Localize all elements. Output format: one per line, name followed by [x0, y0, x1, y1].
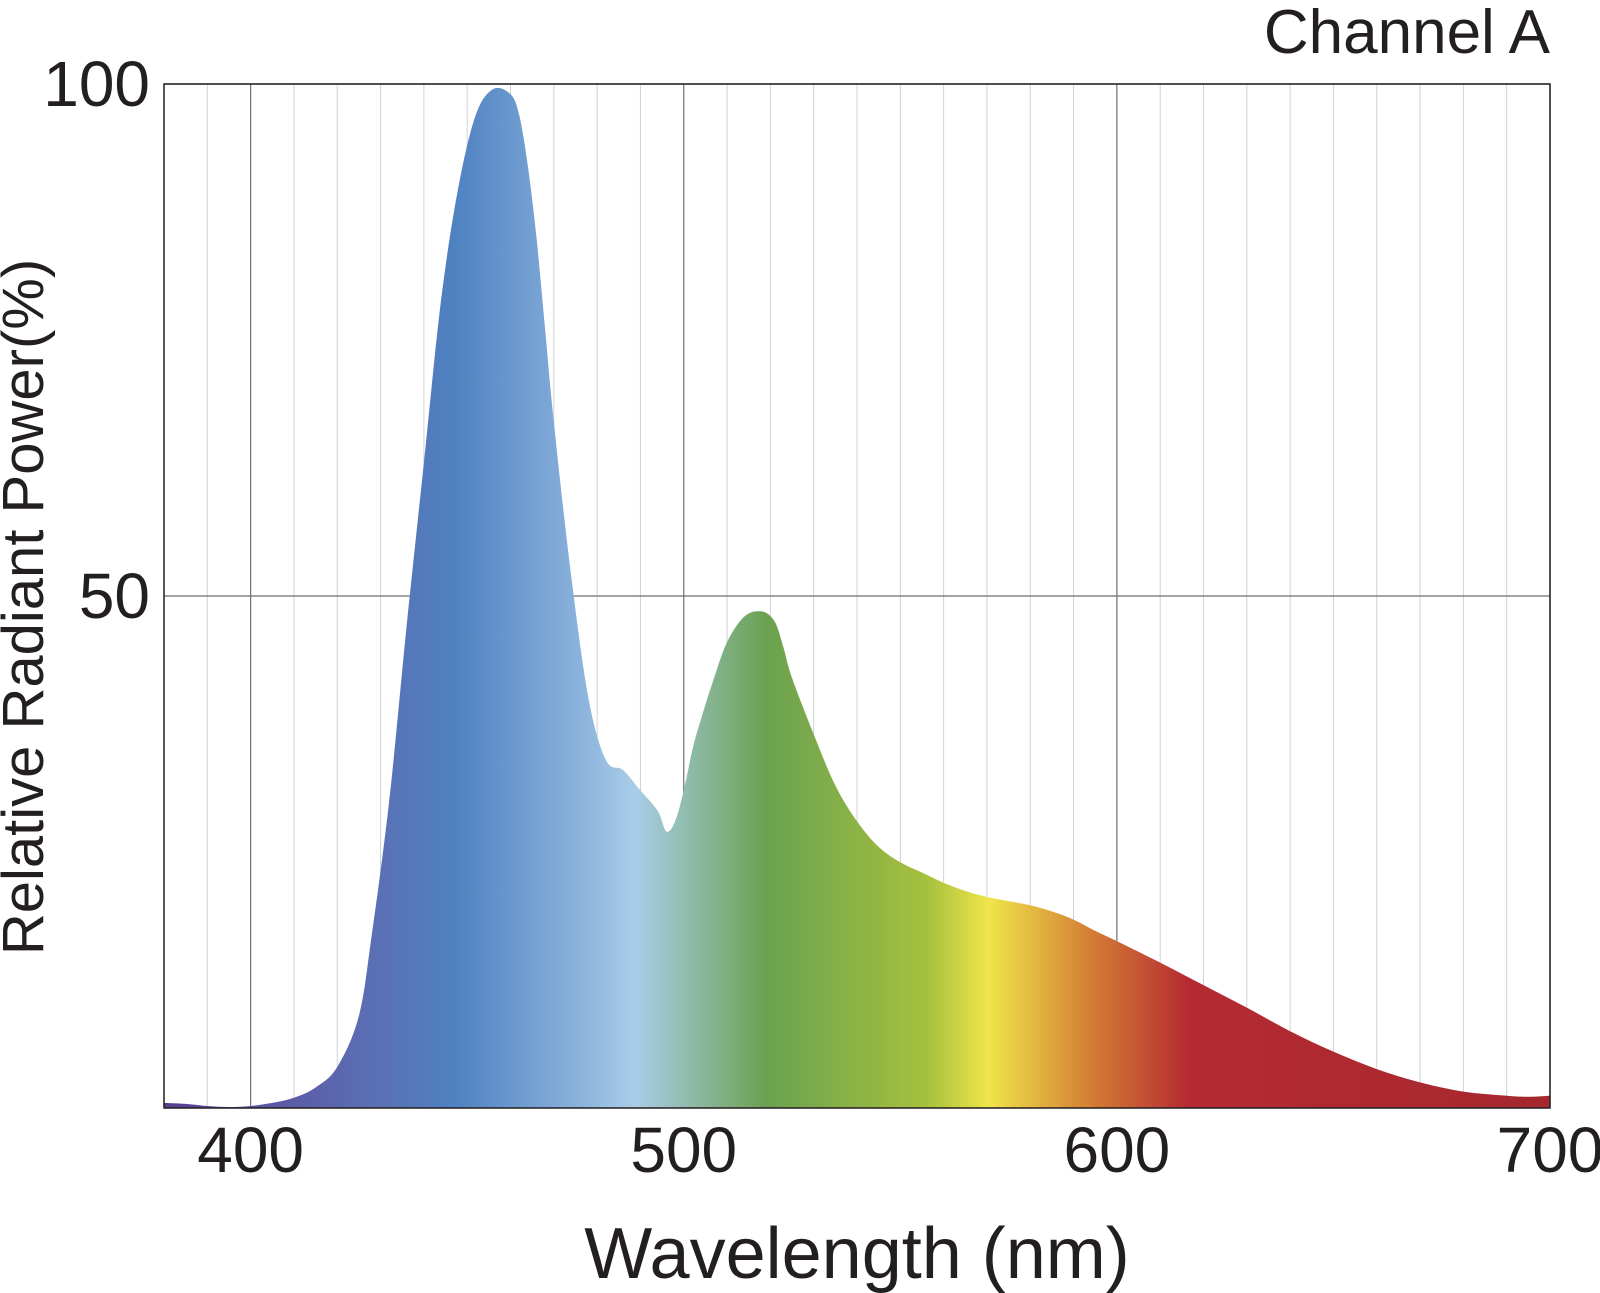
plot-frame	[163, 83, 1551, 1109]
chart-title: Channel A	[1264, 0, 1551, 67]
x-tick-label: 500	[630, 1114, 737, 1186]
x-tick-label: 600	[1063, 1114, 1170, 1186]
spectrum-area	[164, 87, 1550, 1108]
x-tick-label: 400	[197, 1114, 304, 1186]
x-tick-label: 700	[1497, 1114, 1600, 1186]
y-tick-label: 50	[79, 560, 150, 632]
y-tick-label: 100	[43, 48, 150, 120]
x-axis-title: Wavelength (nm)	[584, 1214, 1130, 1293]
x-tick-labels: 400 500 600 700	[197, 1114, 1600, 1186]
y-axis-title: Relative Radiant Power(%)	[0, 259, 56, 955]
y-tick-labels: 50 100	[43, 48, 150, 632]
